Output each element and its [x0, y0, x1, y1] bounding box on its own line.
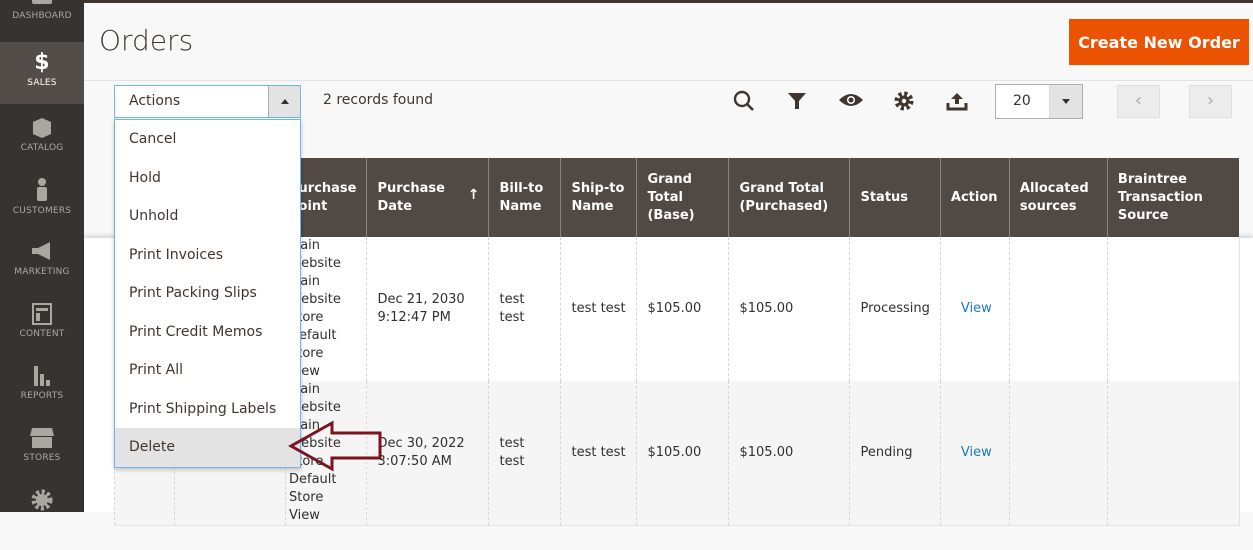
col-purchase-date[interactable]: Purchase Date ↑ [366, 158, 489, 237]
view-link[interactable]: View [960, 445, 992, 460]
menu-item-print-shipping-labels[interactable]: Print Shipping Labels [129, 400, 277, 417]
col-grand-total-purchased[interactable]: Grand Total (Purchased) [728, 158, 850, 237]
actions-menu: Cancel Hold Unhold Print Invoices Print … [114, 119, 301, 468]
page-title: Orders [99, 24, 194, 57]
menu-item-delete[interactable]: Delete [115, 428, 300, 467]
menu-item-print-packing-slips[interactable]: Print Packing Slips [129, 285, 257, 301]
export-icon[interactable] [945, 90, 969, 112]
status: Pending [849, 381, 941, 526]
records-count: 2 records found [323, 92, 433, 108]
col-braintree-source[interactable]: Braintree Transaction Source [1106, 158, 1240, 237]
dashboard-icon [32, 0, 52, 4]
sidebar-item-system[interactable] [0, 488, 84, 550]
col-allocated-sources[interactable]: Allocated sources [1008, 158, 1108, 237]
col-action: Action [939, 158, 1010, 237]
prev-page-button[interactable]: ‹ [1117, 85, 1160, 118]
menu-item-print-invoices[interactable]: Print Invoices [129, 246, 224, 263]
create-new-order-button[interactable]: Create New Order [1069, 19, 1249, 65]
status: Processing [849, 237, 941, 381]
grand-total-purchased: $105.00 [728, 237, 850, 381]
sidebar-item-content[interactable]: CONTENT [0, 302, 84, 364]
gear-icon [31, 489, 53, 511]
megaphone-icon [32, 242, 50, 260]
menu-item-print-credit-memos[interactable]: Print Credit Memos [129, 323, 263, 340]
dollar-icon: $ [34, 50, 50, 75]
menu-item-cancel[interactable]: Cancel [129, 131, 177, 147]
eye-icon[interactable] [838, 90, 864, 112]
storefront-icon [30, 428, 54, 448]
sidebar-item-reports[interactable]: REPORTS [0, 364, 84, 426]
sidebar: DASHBOARD $ SALES CATALOG CUSTOMERS MARK… [0, 0, 84, 512]
caret-up-icon[interactable] [268, 86, 300, 117]
col-bill-to[interactable]: Bill-to Name [488, 158, 561, 237]
bill-to: test test [488, 381, 561, 526]
ship-to: test test [560, 381, 637, 526]
purchase-date: Dec 21, 2030 9:12:47 PM [366, 237, 489, 381]
menu-item-print-all[interactable]: Print All [129, 362, 184, 378]
col-status[interactable]: Status [849, 158, 941, 237]
annotation-arrow-icon [288, 420, 382, 472]
sort-arrow-icon: ↑ [467, 187, 480, 203]
divider [84, 80, 1253, 81]
grand-total-base: $105.00 [636, 237, 729, 381]
per-page-select[interactable]: 20 [995, 84, 1083, 119]
layout-icon [32, 303, 52, 325]
gear-icon[interactable] [892, 90, 916, 112]
filter-icon[interactable] [785, 90, 809, 112]
grand-total-base: $105.00 [636, 381, 729, 526]
grand-total-purchased: $105.00 [728, 381, 850, 526]
view-link[interactable]: View [960, 301, 992, 316]
caret-down-icon[interactable] [1049, 85, 1082, 118]
sidebar-item-marketing[interactable]: MARKETING [0, 240, 84, 302]
col-grand-total-base[interactable]: Grand Total (Base) [636, 158, 729, 237]
next-page-button[interactable]: › [1189, 85, 1232, 118]
bar-chart-icon [34, 366, 50, 386]
bill-to: test test [488, 237, 561, 381]
sidebar-item-dashboard[interactable]: DASHBOARD [0, 0, 84, 50]
box-icon [33, 118, 51, 138]
person-icon [37, 178, 47, 201]
sidebar-item-sales[interactable]: $ SALES [0, 42, 84, 104]
search-icon[interactable] [732, 90, 756, 112]
menu-item-unhold[interactable]: Unhold [129, 208, 179, 224]
sidebar-item-stores[interactable]: STORES [0, 426, 84, 488]
sidebar-item-customers[interactable]: CUSTOMERS [0, 177, 84, 239]
sidebar-item-catalog[interactable]: CATALOG [0, 116, 84, 178]
top-border [0, 0, 1253, 3]
purchase-date: Dec 30, 2022 3:07:50 AM [366, 381, 489, 526]
col-ship-to[interactable]: Ship-to Name [560, 158, 637, 237]
actions-dropdown[interactable]: Actions [114, 85, 301, 118]
menu-item-hold[interactable]: Hold [129, 169, 161, 186]
ship-to: test test [560, 237, 637, 381]
